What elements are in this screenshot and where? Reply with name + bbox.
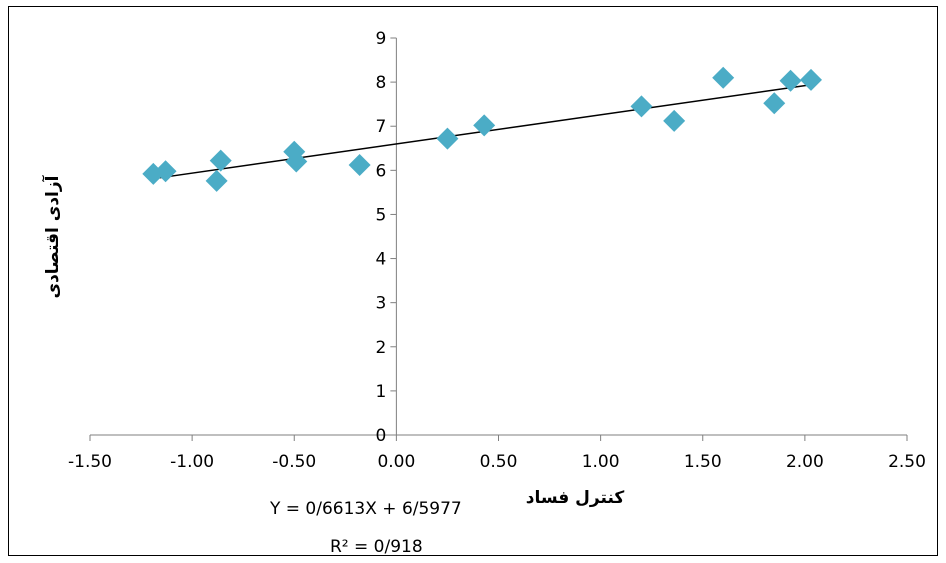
data-point: [779, 69, 802, 92]
x-tick-label: 2.00: [786, 452, 824, 472]
data-point: [154, 160, 177, 183]
y-tick-label: 7: [376, 117, 387, 137]
y-tick-label: 5: [376, 205, 387, 225]
trendline-equation: Y = 0/6613X + 6/5977: [269, 499, 462, 519]
data-point: [209, 149, 232, 172]
y-tick-label: 8: [376, 73, 387, 93]
data-point: [630, 95, 653, 118]
x-tick-label: 0.50: [480, 452, 518, 472]
y-tick-label: 2: [376, 338, 387, 358]
y-axis-title: آزادی اقتصادی: [41, 174, 63, 298]
x-tick-label: 0.00: [377, 452, 415, 472]
y-tick-label: 9: [376, 29, 387, 49]
chart-frame: [8, 6, 938, 556]
data-point: [763, 92, 786, 115]
labels: آزادی اقتصادی کنترل فساد Y = 0/6613X + 6…: [41, 174, 624, 557]
x-tick-label: -1.00: [170, 452, 214, 472]
x-tick-label: 2.50: [888, 452, 926, 472]
data-point: [205, 169, 228, 192]
data-point: [285, 150, 308, 173]
y-tick-label: 1: [376, 382, 387, 402]
axes: -1.50 -1.00 -0.50 0.00 0.50 1.00 1.50 2.00 2.50 0…: [68, 29, 926, 472]
data-points: [142, 66, 823, 192]
y-tick-label: 0: [376, 426, 387, 446]
trendline-r-squared: R² = 0/918: [330, 537, 423, 557]
data-point: [663, 109, 686, 132]
data-point: [436, 127, 459, 150]
x-tick-label: -1.50: [68, 452, 112, 472]
x-tick-label: 1.00: [582, 452, 620, 472]
x-tick-label: 1.50: [684, 452, 722, 472]
x-axis-title: کنترل فساد: [526, 488, 625, 508]
x-tick-label: -0.50: [272, 452, 316, 472]
data-point: [800, 68, 823, 91]
data-point: [712, 66, 735, 89]
data-point: [473, 114, 496, 137]
data-point: [348, 154, 371, 177]
y-tick-label: 3: [376, 294, 387, 314]
y-tick-label: 4: [376, 250, 387, 270]
y-tick-label: 6: [376, 161, 387, 181]
